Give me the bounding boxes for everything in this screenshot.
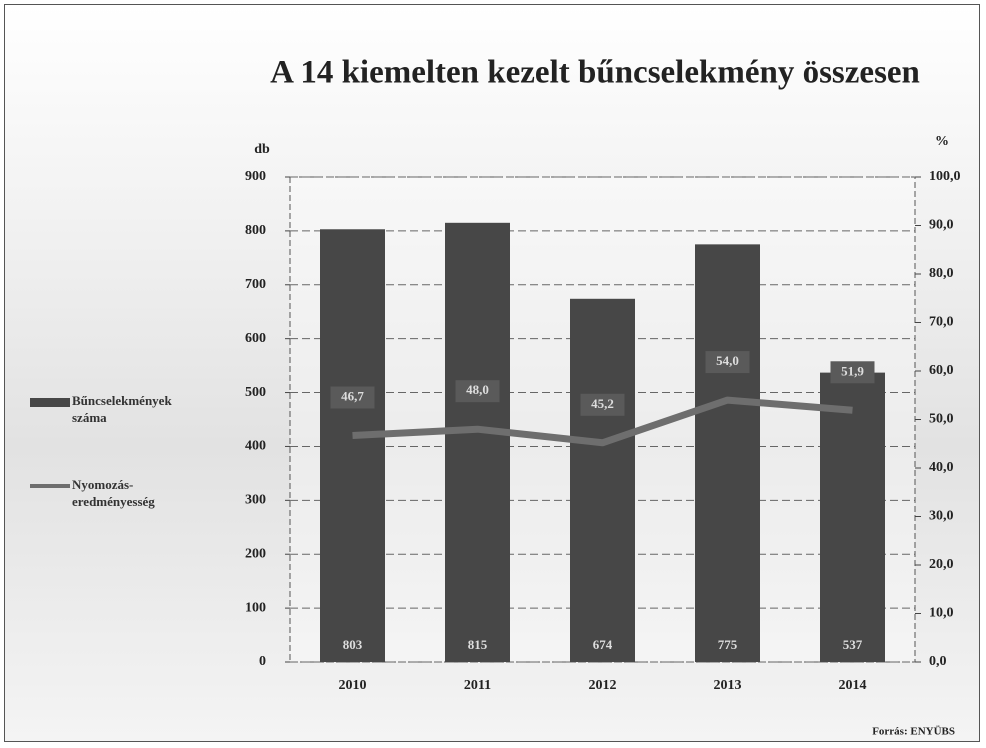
y2-axis-label: % bbox=[935, 134, 949, 149]
y-tick-label: 200 bbox=[245, 546, 266, 561]
y-tick-label: 800 bbox=[245, 223, 266, 238]
line-value-label: 48,0 bbox=[466, 382, 489, 397]
y-tick-label: 100 bbox=[245, 600, 266, 615]
y2-tick-label: 80,0 bbox=[929, 266, 954, 281]
line-value-label: 54,0 bbox=[716, 353, 739, 368]
y2-tick-label: 40,0 bbox=[929, 460, 954, 475]
y-tick-label: 700 bbox=[245, 277, 266, 292]
y2-tick-label: 100,0 bbox=[929, 169, 961, 184]
y-tick-label: 300 bbox=[245, 493, 266, 508]
y2-tick-label: 0,0 bbox=[929, 654, 947, 669]
y2-tick-label: 70,0 bbox=[929, 315, 954, 330]
line-value-label: 45,2 bbox=[591, 396, 614, 411]
y2-tick-label: 10,0 bbox=[929, 606, 954, 621]
legend-label: Nyomozás-eredményesség bbox=[72, 477, 155, 509]
y-tick-label: 0 bbox=[259, 654, 266, 669]
y2-tick-label: 20,0 bbox=[929, 557, 954, 572]
bar-value-label: 815 bbox=[468, 637, 488, 652]
bar-value-label: 803 bbox=[343, 637, 363, 652]
legend-swatch bbox=[30, 484, 70, 488]
bar-value-label: 775 bbox=[718, 637, 738, 652]
y-tick-label: 500 bbox=[245, 385, 266, 400]
y-axis-label: db bbox=[254, 142, 270, 157]
x-tick-label: 2014 bbox=[839, 678, 867, 693]
x-tick-label: 2013 bbox=[714, 678, 742, 693]
y2-tick-label: 60,0 bbox=[929, 363, 954, 378]
source-note: Forrás: ENYÜBS bbox=[872, 725, 955, 738]
bar bbox=[820, 372, 885, 662]
line-value-label: 46,7 bbox=[341, 388, 364, 403]
y2-tick-label: 50,0 bbox=[929, 412, 954, 427]
line bbox=[352, 396, 853, 447]
line-label-box bbox=[330, 386, 375, 409]
x-tick-label: 2012 bbox=[589, 678, 617, 693]
bar bbox=[570, 298, 635, 662]
x-tick-label: 2011 bbox=[464, 678, 491, 693]
bar-value-label: 674 bbox=[593, 637, 613, 652]
y2-tick-label: 30,0 bbox=[929, 509, 954, 524]
line-label-box bbox=[830, 361, 875, 384]
x-tick-label: 2010 bbox=[339, 678, 367, 693]
y2-tick-label: 90,0 bbox=[929, 218, 954, 233]
line-label-box bbox=[455, 380, 500, 403]
bar-value-label: 537 bbox=[843, 637, 863, 652]
bar bbox=[320, 229, 385, 662]
bar bbox=[445, 222, 510, 663]
chart-title: A 14 kiemelten kezelt bűncselekmény össz… bbox=[270, 55, 920, 91]
line-label-box bbox=[705, 351, 750, 374]
y-tick-label: 400 bbox=[245, 439, 266, 454]
y-tick-label: 600 bbox=[245, 331, 266, 346]
line-value-label: 51,9 bbox=[841, 363, 864, 378]
legend-label: Bűncselekmények száma bbox=[72, 393, 172, 425]
y-tick-label: 900 bbox=[245, 169, 266, 184]
line-label-box bbox=[580, 393, 625, 416]
bar bbox=[695, 244, 760, 662]
legend-item: Nyomozás-eredményesség bbox=[30, 476, 202, 510]
legend-item: Bűncselekmények száma bbox=[30, 392, 202, 426]
legend-swatch bbox=[30, 398, 70, 407]
